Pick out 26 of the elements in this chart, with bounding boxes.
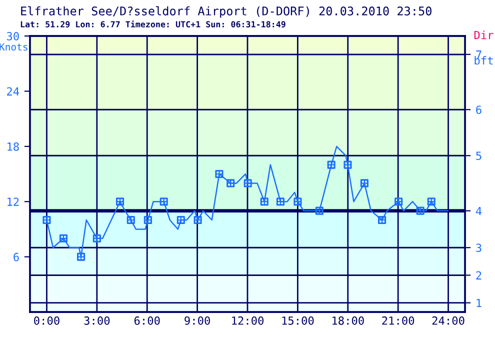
- band-label: 1: [476, 298, 482, 308]
- y-tick-label: 18: [8, 142, 19, 151]
- chart-subtitle: Lat: 51.29 Lon: 6.77 Timezone: UTC+1 Sun: 06:31-18:49: [20, 20, 286, 28]
- band-label: 7: [476, 50, 482, 59]
- y2-axis-title: bft: [474, 56, 493, 65]
- chart-title: Elfrather See/D?sseldorf Airport (D-DORF) 20.03.2010 23:50: [21, 6, 432, 18]
- text: Dir: [474, 30, 494, 40]
- band-label: 5: [476, 152, 482, 160]
- x-tick-label: 24:00: [432, 316, 464, 325]
- band-label: 4: [476, 206, 482, 216]
- x-tick-label: 18:00: [332, 316, 364, 325]
- band-label: 2: [476, 271, 482, 280]
- x-tick-label: 12:00: [232, 316, 264, 325]
- x-tick-label: 6:00: [134, 316, 160, 325]
- y-tick-label: 12: [8, 198, 19, 206]
- x-tick-label: 9:00: [184, 316, 210, 325]
- y-tick-label: 24: [7, 87, 20, 96]
- y-tick-label: 30: [6, 32, 19, 40]
- x-tick-label: 0:00: [34, 316, 60, 325]
- x-tick-label: 15:00: [282, 316, 314, 325]
- x-tick-label: 21:00: [382, 316, 414, 325]
- y-axis-title: Knots: [0, 43, 28, 51]
- x-tick-label: 3:00: [84, 316, 110, 325]
- band-label: 3: [476, 244, 482, 252]
- y-tick-label: 6: [14, 252, 19, 262]
- band-label: 6: [476, 106, 482, 114]
